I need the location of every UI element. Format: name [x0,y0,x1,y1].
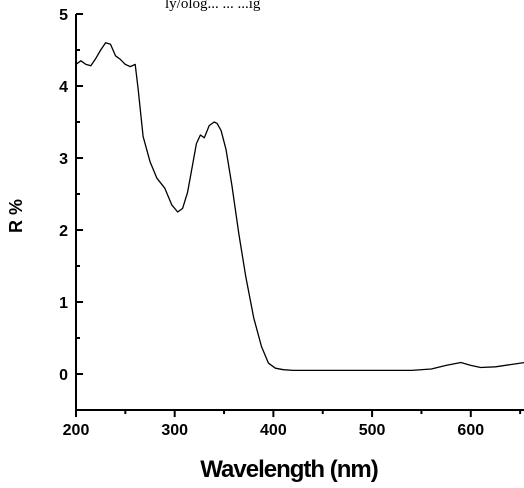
y-tick-label: 0 [59,367,68,384]
series-group [75,42,524,372]
y-tick-label: 5 [59,7,68,24]
y-tick-label: 4 [59,79,68,96]
y-tick-label: 3 [59,151,68,168]
x-tick-label: 300 [161,422,188,439]
y-tick-label: 1 [59,295,68,312]
y-axis-title: R % [6,199,26,233]
x-tick-label: 600 [457,422,484,439]
chart-top-text: ly/olog... ... ...ig [165,0,261,12]
x-tick-label: 500 [359,422,386,439]
ticks: 200 300 400 500 600 0 1 2 3 4 5 [59,7,522,439]
axes [75,14,524,411]
y-tick-label: 2 [59,223,68,240]
x-tick-label: 200 [63,422,90,439]
x-tick-label: 400 [260,422,287,439]
x-axis-title: Wavelength (nm) [200,456,377,483]
series-line-1 [75,42,524,372]
